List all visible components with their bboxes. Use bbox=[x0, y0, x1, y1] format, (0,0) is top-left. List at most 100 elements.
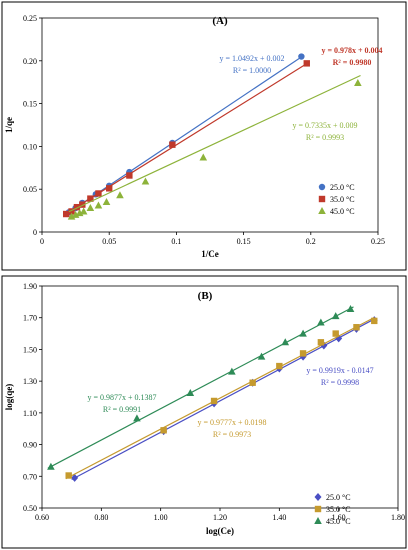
data-point bbox=[228, 367, 236, 375]
trendline-r2: R² = 0.9991 bbox=[103, 405, 141, 414]
x-tick-label: 0.05 bbox=[102, 237, 116, 246]
data-point bbox=[299, 329, 307, 337]
data-point bbox=[354, 79, 362, 87]
x-tick-label: 1.40 bbox=[272, 513, 286, 522]
data-point bbox=[169, 141, 176, 148]
y-tick-label: 0.15 bbox=[23, 100, 37, 109]
data-point bbox=[126, 172, 133, 179]
legend-marker bbox=[318, 195, 326, 203]
data-point bbox=[106, 185, 113, 192]
data-point bbox=[68, 208, 75, 215]
series-2 bbox=[47, 304, 355, 470]
data-point bbox=[94, 201, 103, 209]
data-point bbox=[346, 304, 355, 312]
y-tick-label: 0.10 bbox=[23, 142, 37, 151]
legend-label: 25.0 °C bbox=[326, 493, 351, 502]
data-point bbox=[62, 210, 70, 218]
y-tick-label: 0 bbox=[33, 228, 37, 237]
legend-label: 45.0 °C bbox=[330, 207, 355, 216]
data-point bbox=[199, 153, 208, 161]
data-point bbox=[303, 60, 310, 67]
data-point bbox=[102, 198, 111, 206]
data-point bbox=[47, 462, 55, 470]
trendline-equation: y = 0.7335x + 0.009 bbox=[292, 121, 357, 130]
legend-marker bbox=[314, 517, 322, 524]
data-point bbox=[186, 389, 195, 397]
data-point bbox=[87, 195, 94, 202]
chart-panel-a: 0 0.05 0.1 0.15 0.2 0.25 0 0.05 0.10 0.15 0.20 0.25… bbox=[0, 0, 408, 272]
data-point bbox=[73, 203, 81, 211]
y-tick-label: 1.90 bbox=[23, 282, 37, 291]
legend-marker bbox=[314, 505, 322, 513]
y-tick-label: 1.30 bbox=[23, 377, 37, 386]
data-point bbox=[281, 338, 290, 346]
data-point bbox=[79, 201, 86, 208]
data-point bbox=[276, 362, 283, 370]
x-tick-label: 0.15 bbox=[237, 237, 251, 246]
legend-label: 25.0 °C bbox=[330, 183, 355, 192]
x-tick-label: 0.60 bbox=[35, 513, 49, 522]
chart-b-svg: 0.60 0.80 1.00 1.20 1.40 1.60 1.80 0.50 0.70 0.90… bbox=[1, 275, 407, 549]
y-tick-label: 0.20 bbox=[23, 57, 37, 66]
series-2 bbox=[67, 74, 362, 220]
y-tick-label: 1.70 bbox=[23, 314, 37, 323]
data-point bbox=[317, 318, 325, 326]
chart-title: (A) bbox=[212, 15, 228, 27]
trendline-r2: R² = 0.9993 bbox=[306, 133, 344, 142]
x-tick-label: 0 bbox=[40, 237, 44, 246]
y-tick-label: 0.25 bbox=[23, 14, 37, 23]
data-point bbox=[317, 339, 325, 346]
data-point bbox=[116, 191, 124, 199]
x-tick-label: 1.20 bbox=[213, 513, 227, 522]
x-tick-label: 1.00 bbox=[154, 513, 168, 522]
y-tick-label: 0.05 bbox=[23, 185, 37, 194]
data-point bbox=[210, 397, 218, 405]
chart-frame bbox=[1, 275, 407, 549]
data-point bbox=[141, 177, 150, 185]
data-point bbox=[95, 190, 102, 197]
x-tick-label: 0.25 bbox=[371, 237, 385, 246]
data-point bbox=[298, 53, 305, 60]
legend-marker bbox=[318, 207, 326, 214]
x-tick-label: 0.1 bbox=[171, 237, 181, 246]
trendline-equation: y = 0.9777x + 0.0198 bbox=[197, 418, 266, 427]
legend-label: 45.0 °C bbox=[326, 517, 351, 526]
data-point bbox=[86, 204, 95, 212]
chart-frame bbox=[1, 1, 407, 271]
trendline-r2: R² = 0.9998 bbox=[321, 378, 359, 387]
legend-marker bbox=[314, 493, 322, 501]
trendline-equation: y = 0.9919x - 0.0147 bbox=[306, 366, 373, 375]
data-point bbox=[65, 472, 72, 479]
trendline-r2: R² = 0.9973 bbox=[213, 430, 251, 439]
trendline-equation: y = 0.9877x + 0.1387 bbox=[87, 393, 156, 402]
data-point bbox=[332, 330, 339, 337]
data-point bbox=[79, 207, 88, 215]
y-tick-label: 0.50 bbox=[23, 504, 37, 513]
chart-title: (B) bbox=[198, 290, 213, 302]
y-axis-label: log(qe) bbox=[4, 384, 14, 411]
data-point bbox=[353, 324, 360, 331]
legend-marker bbox=[318, 183, 326, 191]
y-tick-label: 0.90 bbox=[23, 441, 37, 450]
x-axis-label: 1/Ce bbox=[201, 249, 219, 259]
x-tick-label: 0.2 bbox=[306, 237, 316, 246]
data-point bbox=[257, 352, 266, 360]
legend-label: 35.0 °C bbox=[330, 195, 355, 204]
trendline-equation: y = 0.978x + 0.004 bbox=[321, 46, 382, 55]
data-point bbox=[331, 312, 340, 320]
trendline-equation: y = 1.0492x + 0.002 bbox=[219, 54, 284, 63]
chart-a-svg: 0 0.05 0.1 0.15 0.2 0.25 0 0.05 0.10 0.15 0.20 0.25… bbox=[1, 1, 407, 271]
data-point bbox=[71, 473, 79, 482]
data-point bbox=[160, 427, 167, 434]
series-1 bbox=[62, 60, 310, 218]
data-point bbox=[133, 414, 141, 422]
x-tick-label: 0.80 bbox=[94, 513, 108, 522]
y-axis-label: 1/qe bbox=[4, 117, 14, 133]
trend-line bbox=[68, 74, 361, 213]
y-tick-label: 1.10 bbox=[23, 409, 37, 418]
series-1 bbox=[65, 316, 378, 480]
trendline-r2: R² = 0.9980 bbox=[333, 58, 372, 67]
y-tick-label: 1.50 bbox=[23, 345, 37, 354]
y-tick-label: 0.70 bbox=[23, 472, 37, 481]
data-point bbox=[371, 317, 378, 325]
